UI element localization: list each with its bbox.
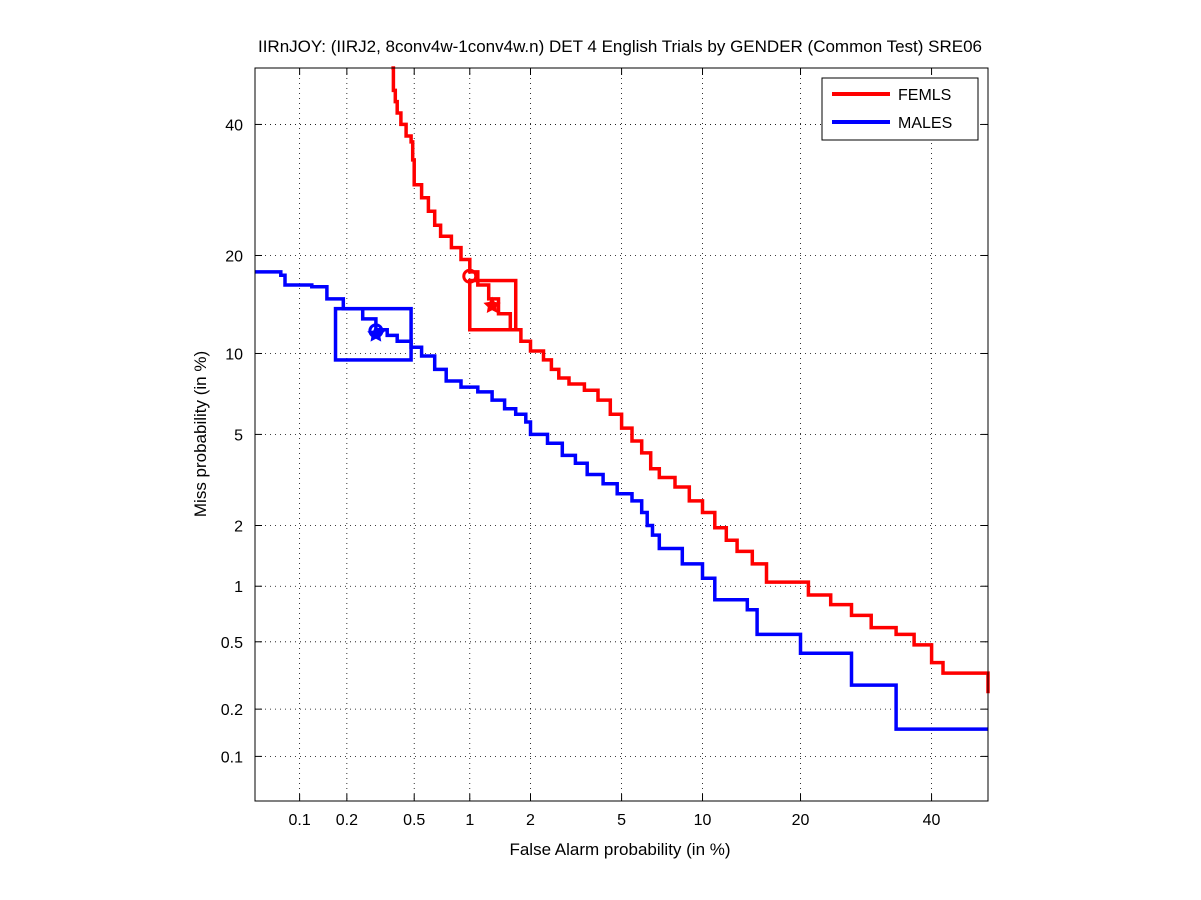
x-axis-label: False Alarm probability (in %) xyxy=(509,840,730,859)
males-confidence-box xyxy=(333,306,413,362)
grid xyxy=(255,68,988,801)
y-tick-label: 5 xyxy=(234,427,243,444)
y-tick-label: 40 xyxy=(225,117,243,134)
x-tick-label: 1 xyxy=(465,812,474,829)
series-line-femls xyxy=(391,66,990,694)
legend: FEMLS MALES xyxy=(821,77,979,141)
x-tick-label: 5 xyxy=(617,812,626,829)
legend-box xyxy=(821,77,979,141)
x-tick-label: 40 xyxy=(923,812,941,829)
legend-label-femls: FEMLS xyxy=(898,87,951,104)
y-tick-label: 0.1 xyxy=(221,749,243,766)
males-actual-dcf-marker xyxy=(367,325,385,342)
x-tick-label: 20 xyxy=(792,812,810,829)
y-tick-label: 0.5 xyxy=(221,635,243,652)
x-tick-label: 2 xyxy=(526,812,535,829)
legend-label-males: MALES xyxy=(898,115,952,132)
x-tick-label: 0.2 xyxy=(336,812,358,829)
x-tick-label: 10 xyxy=(694,812,712,829)
y-tick-label: 2 xyxy=(234,518,243,535)
x-tick-label: 0.5 xyxy=(403,812,425,829)
y-tick-label: 1 xyxy=(234,579,243,596)
series-layer xyxy=(255,66,990,731)
chart-title: IIRnJOY: (IIRJ2, 8conv4w-1conv4w.n) DET … xyxy=(258,37,982,56)
y-tick-label: 0.2 xyxy=(221,702,243,719)
y-tick-label: 10 xyxy=(225,346,243,363)
annotation-layer xyxy=(333,268,518,362)
x-tick-label: 0.1 xyxy=(288,812,310,829)
series-line-males xyxy=(255,270,988,731)
y-axis-label: Miss probability (in %) xyxy=(191,351,210,517)
tick-layer: 0.1 0.2 0.5 1 2 5 10 20 40 0.1 0.2 0.5 1 2 5 10 20 40 xyxy=(221,68,988,829)
y-tick-label: 20 xyxy=(225,248,243,265)
plot-background xyxy=(255,68,988,801)
femls-confidence-box xyxy=(468,278,518,332)
femls-actual-dcf-marker xyxy=(483,296,501,314)
